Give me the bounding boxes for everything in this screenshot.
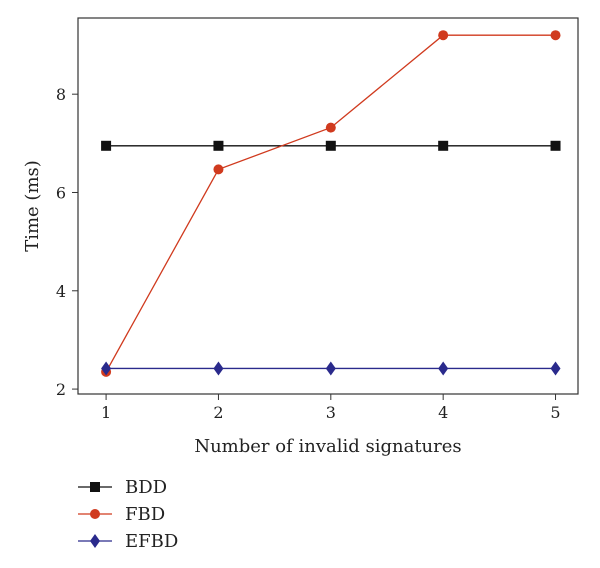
legend-item-fbd: FBD xyxy=(78,504,165,525)
y-axis-ticks: 2 4 6 8 xyxy=(56,85,78,399)
legend-item-efbd: EFBD xyxy=(78,531,178,552)
y-tick-label: 2 xyxy=(56,380,66,399)
data-point-fbd xyxy=(325,122,336,133)
series-efbd xyxy=(101,361,561,376)
data-point-bdd xyxy=(213,140,224,151)
data-point-efbd xyxy=(325,361,336,376)
series-layer xyxy=(101,30,561,377)
x-axis-title: Number of invalid signatures xyxy=(194,436,461,457)
data-point-efbd xyxy=(438,361,449,376)
plot-frame xyxy=(77,17,579,395)
x-tick-label: 1 xyxy=(101,403,111,422)
legend-marker-bdd xyxy=(90,482,100,492)
legend-marker-fbd xyxy=(90,509,100,519)
data-point-bdd xyxy=(550,140,561,151)
legend-label-efbd: EFBD xyxy=(125,531,178,552)
legend: BDD FBD EFBD xyxy=(78,477,178,552)
data-point-efbd xyxy=(213,361,224,376)
x-tick-label: 3 xyxy=(326,403,336,422)
legend-marker-efbd xyxy=(90,534,100,548)
series-line-fbd xyxy=(105,34,556,373)
data-point-efbd xyxy=(101,361,112,376)
data-point-bdd xyxy=(325,140,336,151)
legend-label-bdd: BDD xyxy=(125,477,167,498)
x-tick-label: 5 xyxy=(550,403,560,422)
x-axis-ticks: 1 2 3 4 5 xyxy=(101,394,561,422)
y-tick-label: 4 xyxy=(56,282,66,301)
y-axis-title: Time (ms) xyxy=(22,160,43,252)
y-tick-label: 6 xyxy=(56,183,66,202)
data-point-fbd xyxy=(213,164,224,175)
x-tick-label: 2 xyxy=(213,403,223,422)
data-point-fbd xyxy=(438,30,449,41)
data-point-bdd xyxy=(438,140,449,151)
series-bdd xyxy=(101,140,561,151)
data-point-efbd xyxy=(550,361,561,376)
series-fbd xyxy=(101,30,561,377)
legend-label-fbd: FBD xyxy=(125,504,165,525)
legend-item-bdd: BDD xyxy=(78,477,167,498)
x-tick-label: 4 xyxy=(438,403,448,422)
y-tick-label: 8 xyxy=(56,85,66,104)
data-point-fbd xyxy=(550,30,561,41)
data-point-bdd xyxy=(101,140,112,151)
